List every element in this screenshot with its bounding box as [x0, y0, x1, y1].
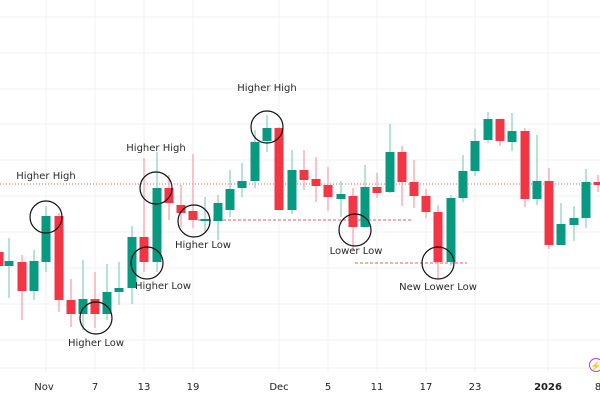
- annotation-label: Higher High: [126, 143, 186, 154]
- bearish-candle[interactable]: [311, 157, 321, 202]
- bullish-candle[interactable]: [200, 197, 210, 232]
- bearish-candle[interactable]: [520, 128, 530, 207]
- bullish-candle[interactable]: [225, 170, 235, 217]
- bullish-candle[interactable]: [581, 169, 591, 228]
- bullish-candle[interactable]: [336, 181, 346, 217]
- bearish-candle[interactable]: [66, 279, 76, 327]
- bullish-candle[interactable]: [569, 206, 579, 241]
- bullish-candle[interactable]: [237, 163, 247, 197]
- bearish-candle[interactable]: [397, 146, 407, 206]
- level-lines: [0, 183, 600, 264]
- bearish-candle[interactable]: [188, 154, 198, 228]
- x-tick-label: 13: [137, 382, 151, 393]
- annotation-label: Higher High: [237, 83, 297, 94]
- bullish-candle[interactable]: [4, 238, 14, 298]
- x-tick-label: 17: [419, 382, 433, 393]
- x-tick-label: 8: [594, 382, 600, 393]
- bullish-candle[interactable]: [287, 150, 297, 214]
- x-tick-label: Dec: [269, 382, 289, 393]
- bullish-candle[interactable]: [446, 195, 456, 266]
- chart-grid: [0, 0, 600, 372]
- bullish-candle[interactable]: [78, 260, 88, 330]
- bearish-candle[interactable]: [17, 255, 27, 320]
- swing-point-circle: [250, 110, 284, 144]
- x-tick-label: Nov: [34, 382, 54, 393]
- bullish-candle[interactable]: [458, 155, 468, 202]
- bullish-candle[interactable]: [470, 129, 480, 176]
- bullish-candle[interactable]: [29, 250, 39, 300]
- bearish-candle[interactable]: [54, 213, 64, 312]
- bearish-candle[interactable]: [544, 168, 554, 249]
- annotation-label: New Lower Low: [399, 282, 477, 293]
- bullish-candle[interactable]: [213, 195, 223, 240]
- bullish-candle[interactable]: [507, 113, 517, 151]
- bearish-candle[interactable]: [348, 188, 358, 250]
- annotation-label: Higher High: [16, 171, 76, 182]
- bearish-candle[interactable]: [495, 119, 505, 146]
- bearish-candle[interactable]: [372, 173, 382, 198]
- bullish-candle[interactable]: [262, 115, 272, 152]
- x-tick-label: 11: [370, 382, 384, 393]
- swing-point-circle: [139, 171, 173, 205]
- bearish-candle[interactable]: [409, 160, 419, 208]
- swing-point-circle: [79, 301, 113, 335]
- bullish-candle[interactable]: [41, 206, 51, 272]
- x-tick-label: 7: [91, 382, 99, 393]
- bearish-candle[interactable]: [299, 150, 309, 190]
- bearish-candle[interactable]: [593, 175, 600, 192]
- annotation-label: Lower Low: [329, 246, 383, 257]
- x-tick-label: 5: [324, 382, 332, 393]
- bearish-candle[interactable]: [433, 205, 443, 278]
- x-tick-label: 19: [186, 382, 200, 393]
- swing-point-circle: [421, 246, 455, 280]
- bearish-candle[interactable]: [176, 185, 186, 227]
- bullish-candle[interactable]: [360, 165, 370, 228]
- bullish-candle[interactable]: [556, 203, 566, 245]
- bullish-candle[interactable]: [385, 124, 395, 193]
- bullish-candle[interactable]: [114, 262, 124, 305]
- bearish-candle[interactable]: [90, 272, 100, 328]
- x-tick-label: 23: [468, 382, 482, 393]
- swing-markers: [29, 110, 455, 335]
- bearish-candle[interactable]: [323, 167, 333, 211]
- swing-point-circle: [338, 213, 372, 247]
- bearish-candle[interactable]: [0, 248, 4, 270]
- swing-point-circle: [130, 246, 164, 280]
- swing-point-circle: [177, 204, 211, 238]
- bullish-candle[interactable]: [483, 112, 493, 143]
- bullish-candle[interactable]: [532, 135, 542, 205]
- candles: [0, 112, 600, 330]
- annotation-label: Higher Low: [67, 338, 125, 349]
- annotation-label: Higher Low: [174, 240, 232, 251]
- bullish-candle[interactable]: [102, 264, 112, 320]
- swing-point-circle: [29, 200, 63, 234]
- lightning-bolt-icon[interactable]: ⚡: [589, 358, 600, 372]
- bullish-candle[interactable]: [250, 130, 260, 188]
- bearish-candle[interactable]: [421, 189, 431, 218]
- annotation-label: Higher Low: [134, 281, 192, 292]
- bearish-candle[interactable]: [274, 127, 284, 210]
- bullish-candle[interactable]: [127, 226, 137, 304]
- x-tick-label: 2026: [534, 382, 562, 393]
